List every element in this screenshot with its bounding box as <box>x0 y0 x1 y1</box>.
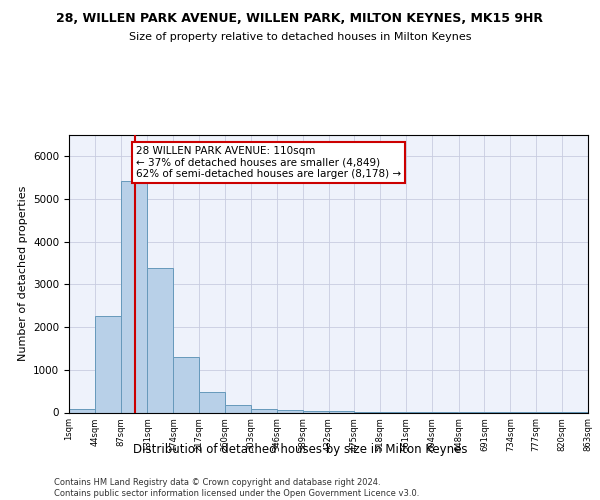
Text: 28, WILLEN PARK AVENUE, WILLEN PARK, MILTON KEYNES, MK15 9HR: 28, WILLEN PARK AVENUE, WILLEN PARK, MIL… <box>56 12 544 26</box>
Text: Contains HM Land Registry data © Crown copyright and database right 2024.
Contai: Contains HM Land Registry data © Crown c… <box>54 478 419 498</box>
Bar <box>302 411 329 412</box>
Bar <box>173 356 199 412</box>
Text: Size of property relative to detached houses in Milton Keynes: Size of property relative to detached ho… <box>129 32 471 42</box>
Text: Distribution of detached houses by size in Milton Keynes: Distribution of detached houses by size … <box>133 442 467 456</box>
Bar <box>69 410 95 412</box>
Bar <box>225 406 251 412</box>
Bar <box>199 392 225 412</box>
Bar <box>95 316 121 412</box>
Text: 28 WILLEN PARK AVENUE: 110sqm
← 37% of detached houses are smaller (4,849)
62% o: 28 WILLEN PARK AVENUE: 110sqm ← 37% of d… <box>136 146 401 179</box>
Bar <box>251 408 277 412</box>
Y-axis label: Number of detached properties: Number of detached properties <box>17 186 28 362</box>
Bar <box>277 410 302 412</box>
Bar <box>121 180 146 412</box>
Bar <box>329 411 355 412</box>
Bar <box>147 268 173 412</box>
